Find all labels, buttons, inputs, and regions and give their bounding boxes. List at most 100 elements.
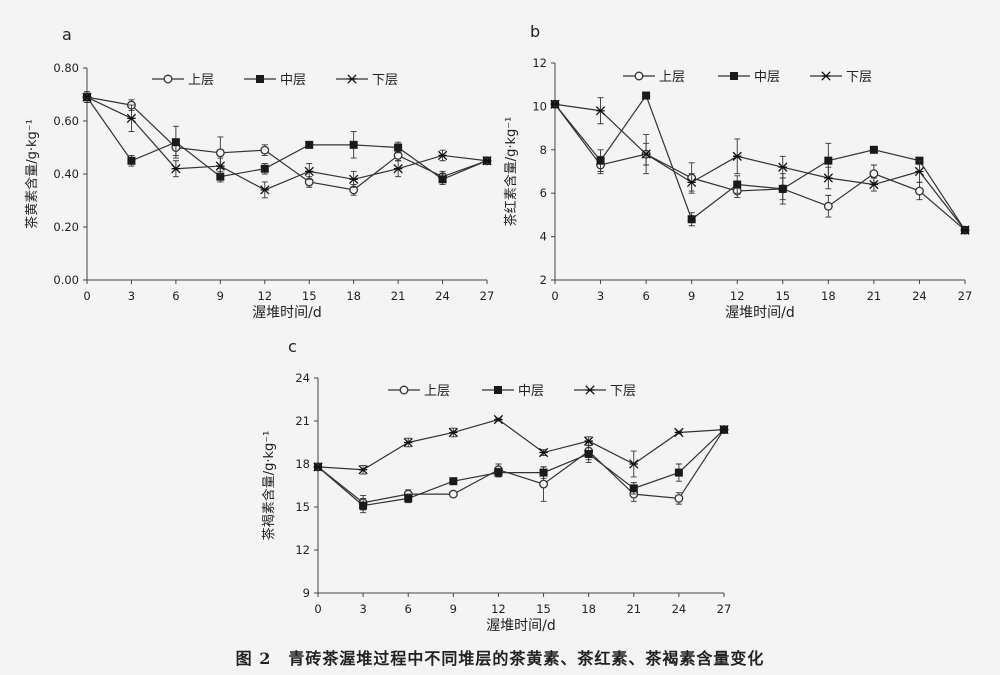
data-point <box>304 166 314 177</box>
data-point <box>82 92 92 102</box>
data-point <box>448 427 458 438</box>
legend-label: 中层 <box>280 73 306 88</box>
data-point <box>215 161 225 171</box>
y-tick-label: 0.60 <box>53 114 79 128</box>
data-point <box>674 427 684 438</box>
x-tick-label: 27 <box>480 289 495 303</box>
data-point <box>596 156 605 165</box>
x-tick-label: 6 <box>642 289 649 303</box>
data-point <box>550 99 560 109</box>
y-tick-label: 0.20 <box>53 220 79 234</box>
data-point <box>869 179 879 190</box>
series-line <box>317 429 725 504</box>
legend-entry: 上层 <box>388 384 450 399</box>
y-tick-label: 0.40 <box>53 167 79 181</box>
y-axis-label: 茶黄素含量/g·kg⁻¹ <box>24 119 40 229</box>
data-point <box>629 459 639 469</box>
data-point <box>539 479 549 489</box>
y-tick-label: 6 <box>540 186 547 200</box>
series-line <box>86 96 488 191</box>
data-point <box>171 138 180 147</box>
data-point <box>448 489 458 499</box>
x-tick-label: 15 <box>302 289 317 303</box>
x-tick-label: 15 <box>536 602 551 616</box>
data-point <box>642 91 651 100</box>
data-point <box>778 162 788 172</box>
series-square <box>551 91 969 235</box>
data-point <box>216 172 225 181</box>
x-tick-label: 9 <box>217 289 224 303</box>
legend-entry: 上层 <box>623 70 685 85</box>
legend-entry: 中层 <box>482 384 544 399</box>
data-point <box>641 149 651 159</box>
legend-marker <box>585 385 595 395</box>
data-point <box>719 424 729 435</box>
x-tick-label: 9 <box>688 289 695 303</box>
data-point <box>595 106 606 116</box>
x-tick-label: 18 <box>821 289 836 303</box>
y-tick-label: 9 <box>303 586 310 600</box>
figure-caption: 图 2 青砖茶渥堆过程中不同堆层的茶黄素、茶红素、茶褐素含量变化 <box>235 649 765 668</box>
data-point <box>260 185 270 195</box>
x-axis-label: 渥堆时间/d <box>252 305 322 321</box>
data-point <box>674 493 684 503</box>
legend-marker <box>821 71 831 81</box>
legend-entry: 下层 <box>336 73 398 88</box>
x-tick-label: 18 <box>346 289 361 303</box>
x-tick-label: 27 <box>717 602 732 616</box>
data-point <box>869 145 878 154</box>
legend-label: 下层 <box>372 73 398 88</box>
y-tick-label: 21 <box>295 414 310 428</box>
y-tick-label: 12 <box>532 56 547 70</box>
series-line <box>86 96 488 180</box>
x-tick-label: 9 <box>450 602 457 616</box>
data-point <box>215 148 225 158</box>
y-tick-label: 10 <box>532 99 547 113</box>
y-tick-label: 2 <box>540 273 547 287</box>
x-tick-label: 6 <box>172 289 179 303</box>
x-tick-label: 24 <box>435 289 450 303</box>
data-point <box>960 225 970 235</box>
y-axis-label: 茶红素含量/g·kg⁻¹ <box>503 117 519 227</box>
series-circle <box>550 99 970 235</box>
x-tick-label: 15 <box>775 289 790 303</box>
data-point <box>127 156 136 165</box>
x-tick-label: 21 <box>867 289 882 303</box>
series-line <box>317 418 725 471</box>
panel-label: a <box>62 25 72 44</box>
x-tick-label: 24 <box>912 289 927 303</box>
legend-label: 下层 <box>610 384 636 399</box>
data-point <box>305 140 314 149</box>
x-tick-label: 0 <box>551 289 558 303</box>
legend-marker <box>730 72 738 80</box>
legend-marker <box>256 75 264 83</box>
legend-marker <box>163 74 173 84</box>
data-point <box>358 465 368 475</box>
data-point <box>438 175 447 184</box>
legend-entry: 中层 <box>244 73 306 88</box>
data-point <box>437 150 448 161</box>
data-point <box>629 484 638 493</box>
y-tick-label: 12 <box>295 543 310 557</box>
legend-label: 中层 <box>754 70 780 85</box>
data-point <box>869 169 879 179</box>
data-point <box>126 113 137 124</box>
data-point <box>824 156 833 165</box>
data-point <box>538 447 549 458</box>
chart-panel-c: c 9 12 15 18 21 24 0 3 6 9 12 15 18 21 24 27 渥堆时间/d 茶褐素含量/… <box>261 337 731 634</box>
series-line <box>554 94 966 231</box>
legend-label: 上层 <box>188 73 214 88</box>
x-tick-label: 21 <box>391 289 406 303</box>
x-tick-label: 12 <box>491 602 506 616</box>
x-tick-label: 6 <box>405 602 412 616</box>
chart-panel-a: a 0.00 0.20 0.40 0.60 0.80 0 3 6 9 12 15 18 21 24 27 渥堆时… <box>24 25 494 321</box>
series-square <box>83 91 491 186</box>
legend-entry: 中层 <box>718 70 780 85</box>
legend-entry: 下层 <box>574 384 636 399</box>
legend-label: 中层 <box>518 384 544 399</box>
series-star <box>313 414 729 478</box>
x-tick-label: 18 <box>581 602 596 616</box>
data-point <box>349 174 359 184</box>
